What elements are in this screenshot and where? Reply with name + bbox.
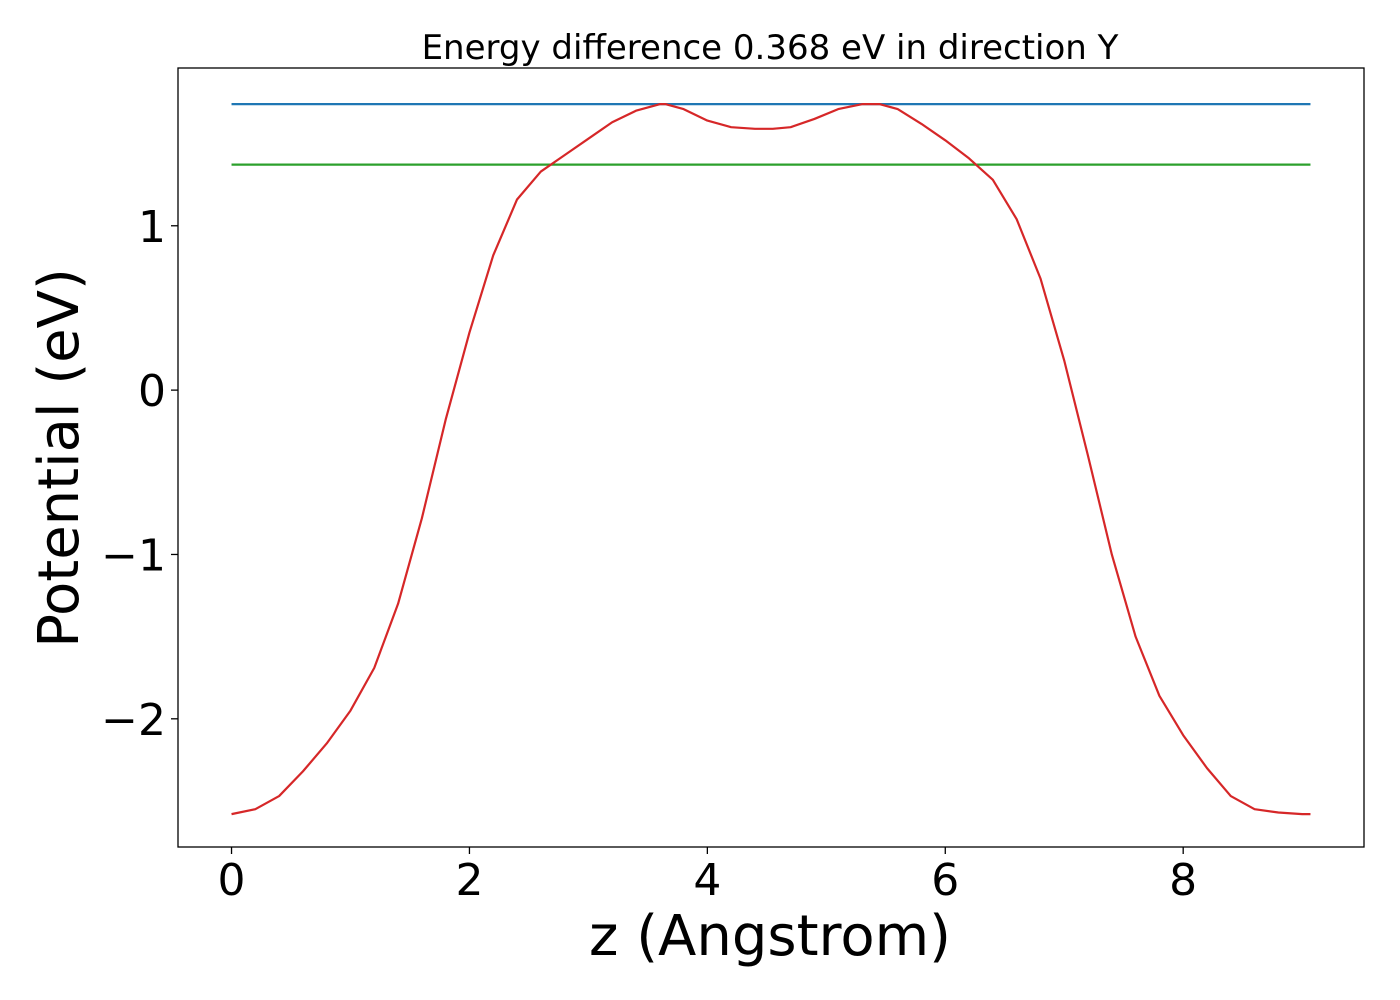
x-axis: 0 2 4 6 8 [218,847,1197,906]
x-tick-label: 6 [931,855,959,906]
plot-frame [177,67,1365,848]
x-tick-label: 2 [455,855,483,906]
y-axis: −2 −1 0 1 [101,202,178,746]
x-tick-label: 8 [1169,855,1197,906]
chart-title: Energy difference 0.368 eV in direction … [422,28,1119,68]
x-tick-label: 0 [218,855,246,906]
series-line-potential [231,103,1311,816]
y-tick-label: 1 [138,202,166,253]
y-tick-label: −2 [101,695,166,746]
x-axis-label: z (Angstrom) [589,904,951,969]
plot-lines [231,103,1311,816]
x-tick-label: 4 [693,855,721,906]
y-tick-label: 0 [138,366,166,417]
y-axis-label: Potential (eV) [27,268,92,648]
y-tick-label: −1 [101,530,166,581]
